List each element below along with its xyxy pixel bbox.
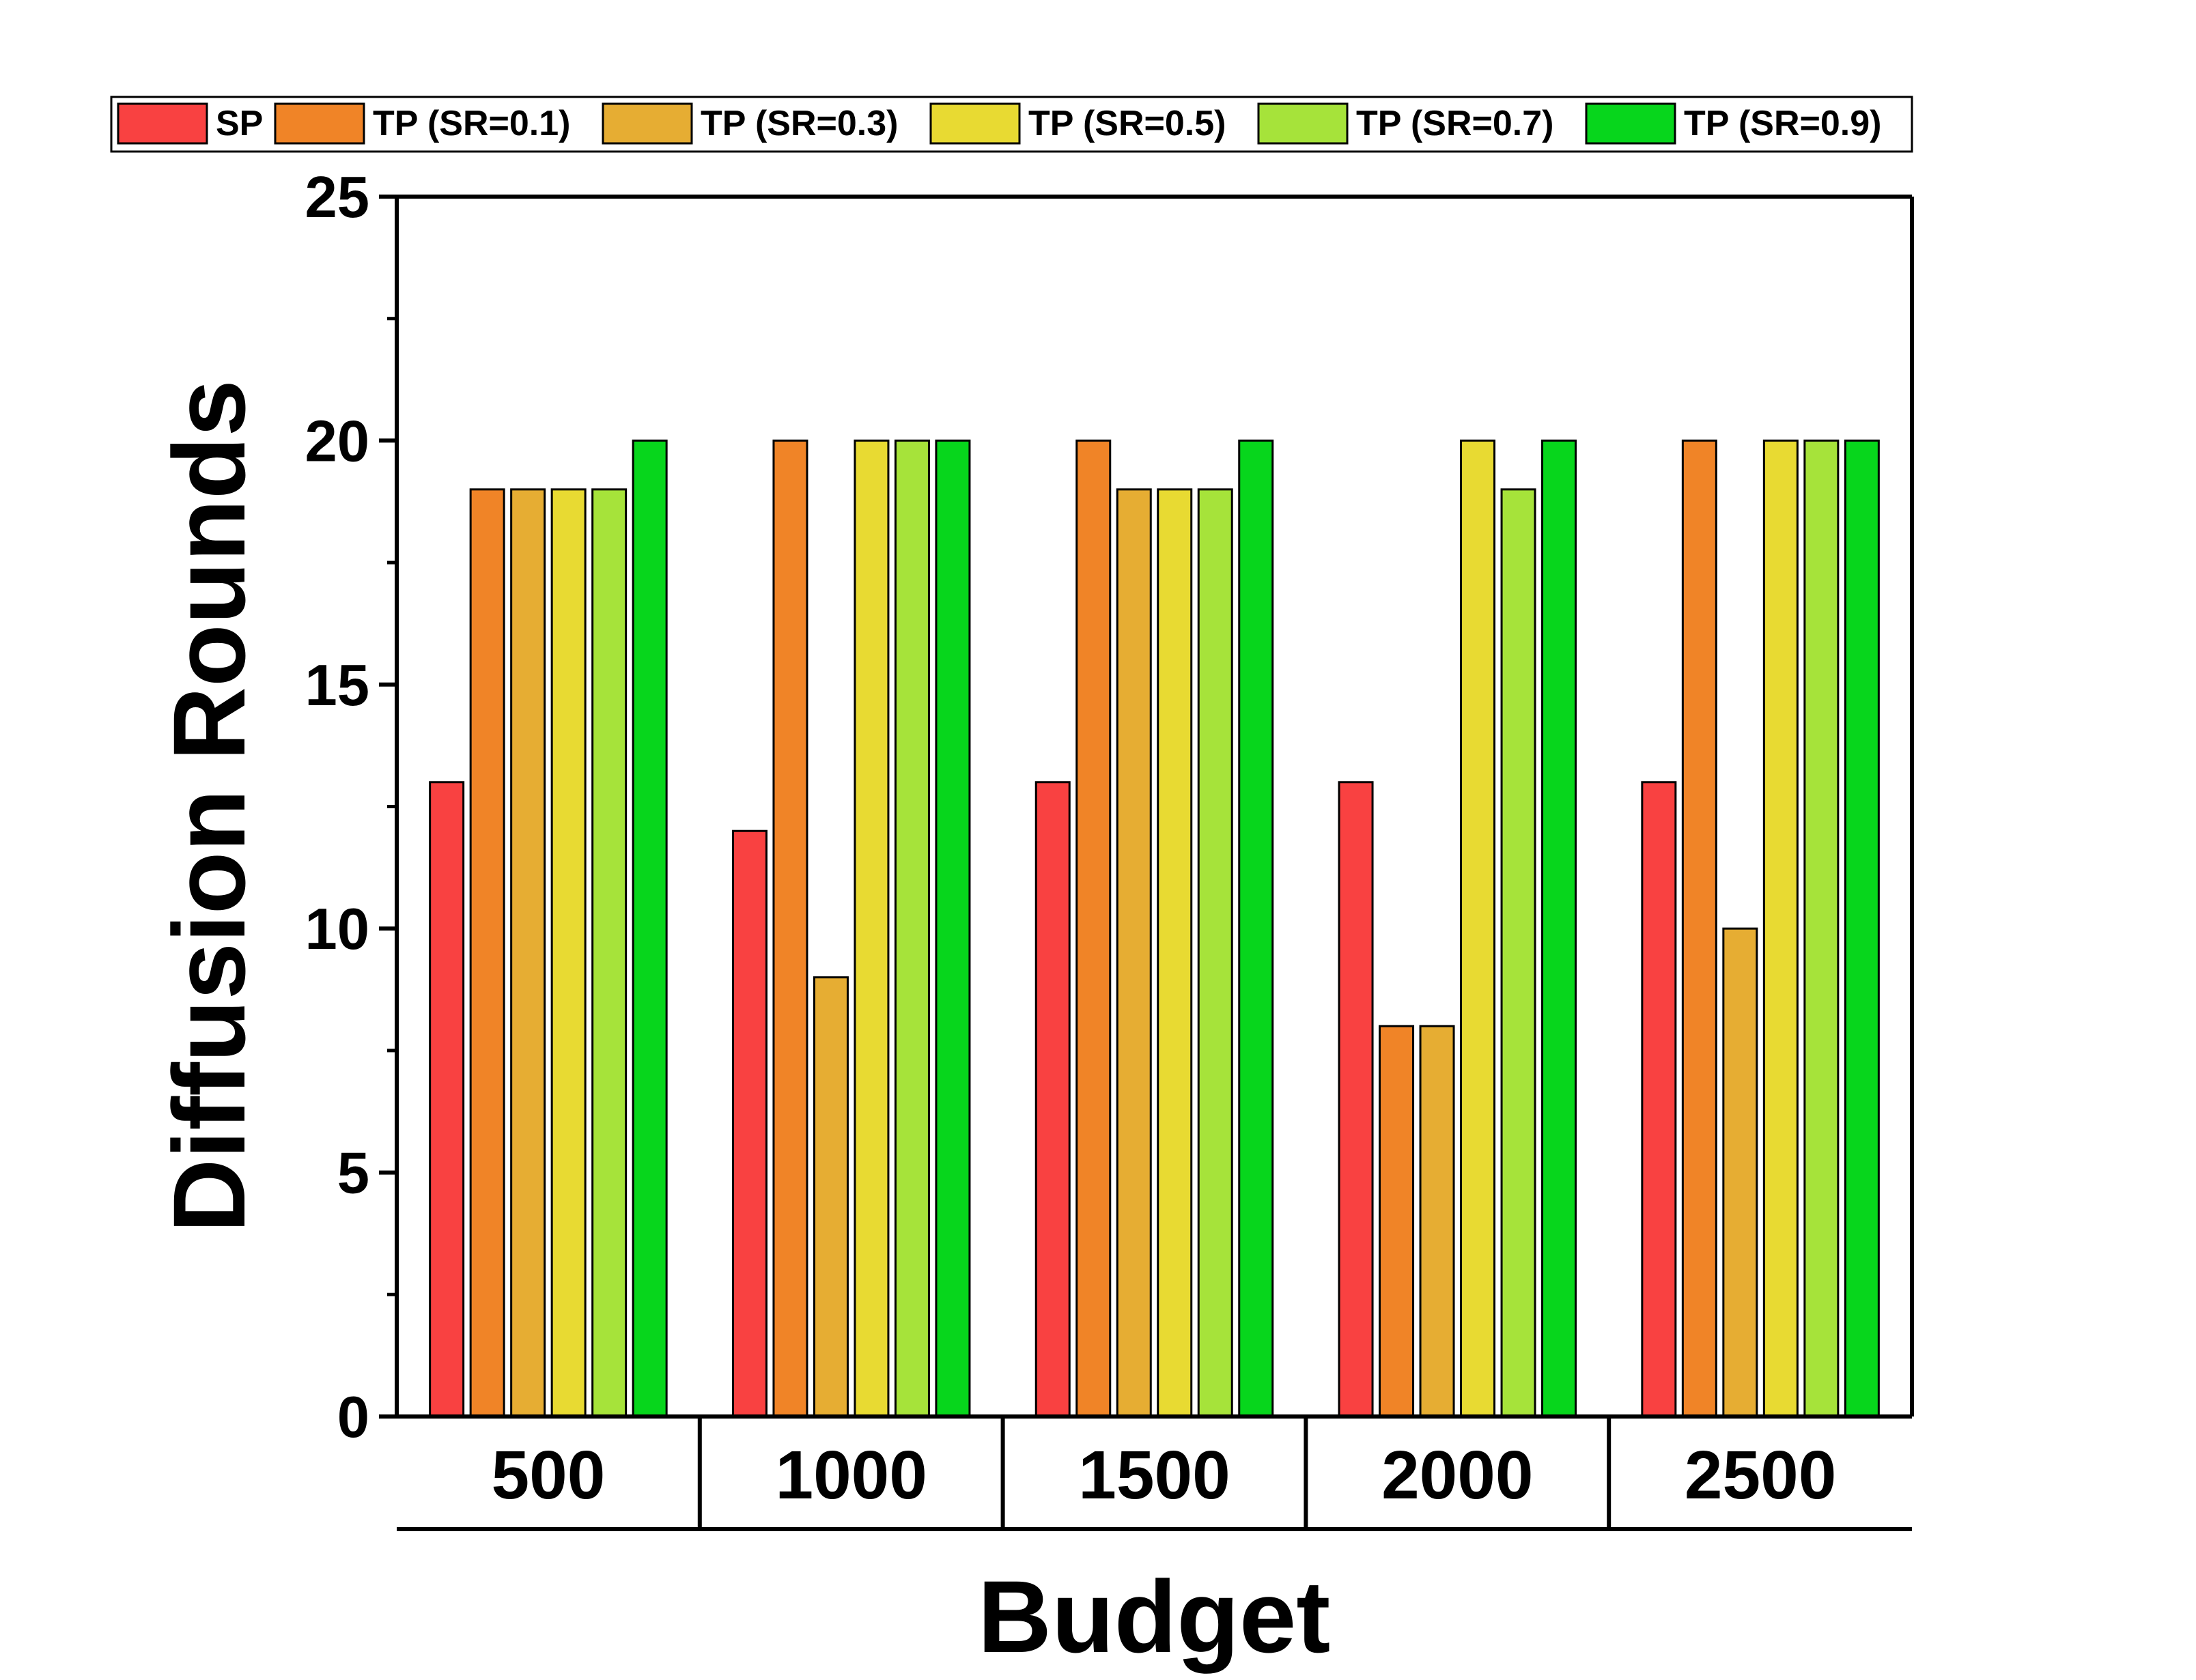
- plot-area: 0 5 10 15 20 25 500 1000 1500 2000 2500: [305, 165, 1914, 1531]
- x-tick-label: 1000: [775, 1437, 927, 1513]
- bar: [1844, 439, 1880, 1418]
- x-tick-label: 500: [491, 1437, 605, 1513]
- legend-swatch: [929, 102, 1021, 145]
- bar: [894, 439, 930, 1418]
- y-tick-label: 5: [337, 1141, 369, 1206]
- bar: [1500, 488, 1536, 1418]
- legend-label: SP: [216, 104, 263, 143]
- legend-label: TP (SR=0.1): [373, 104, 570, 143]
- legend-swatch: [1585, 102, 1676, 145]
- bar: [1197, 488, 1233, 1418]
- bar: [469, 488, 505, 1418]
- bar: [1379, 1025, 1415, 1418]
- legend-swatch: [274, 102, 365, 145]
- legend-swatch: [1257, 102, 1349, 145]
- bar: [429, 781, 465, 1418]
- bar: [1681, 439, 1717, 1418]
- y-tick-label: 10: [305, 897, 369, 962]
- legend-label: TP (SR=0.3): [701, 104, 898, 143]
- bar: [1641, 781, 1677, 1418]
- y-tick-label: 20: [305, 409, 369, 474]
- bar: [632, 439, 668, 1418]
- bar: [1762, 439, 1799, 1418]
- x-axis-title: Budget: [978, 1559, 1331, 1674]
- bar: [854, 439, 890, 1418]
- y-tick-label: 0: [337, 1385, 369, 1450]
- bar: [1034, 781, 1071, 1418]
- bar: [1419, 1025, 1455, 1418]
- bar: [1338, 781, 1374, 1418]
- y-tick-label: 25: [305, 165, 369, 230]
- bar: [731, 829, 768, 1418]
- y-tick-label: 15: [305, 653, 369, 718]
- bar: [1803, 439, 1840, 1418]
- legend-label: TP (SR=0.7): [1356, 104, 1553, 143]
- bar: [1238, 439, 1274, 1418]
- x-tick-label: 2500: [1685, 1437, 1836, 1513]
- bar: [772, 439, 808, 1418]
- bar: [1541, 439, 1577, 1418]
- legend-swatch: [117, 102, 208, 145]
- x-tick-label: 2000: [1381, 1437, 1533, 1513]
- legend-swatch: [602, 102, 693, 145]
- bar: [1116, 488, 1152, 1418]
- bar: [550, 488, 587, 1418]
- bar: [935, 439, 971, 1418]
- x-tick-label: 1500: [1078, 1437, 1230, 1513]
- bar: [1075, 439, 1112, 1418]
- category-axis-table: 500 1000 1500 2000 2500: [379, 1414, 1912, 1531]
- bar: [1460, 439, 1496, 1418]
- bar: [591, 488, 628, 1418]
- bar: [510, 488, 546, 1418]
- bar: [813, 976, 849, 1418]
- y-axis-title: Diffusion Rounds: [152, 380, 266, 1233]
- bar: [1722, 927, 1758, 1418]
- legend-label: TP (SR=0.9): [1684, 104, 1881, 143]
- bar: [1157, 488, 1193, 1418]
- legend: SP TP (SR=0.1) TP (SR=0.3) TP (SR=0.5) TP (S…: [110, 96, 1913, 153]
- legend-label: TP (SR=0.5): [1028, 104, 1226, 143]
